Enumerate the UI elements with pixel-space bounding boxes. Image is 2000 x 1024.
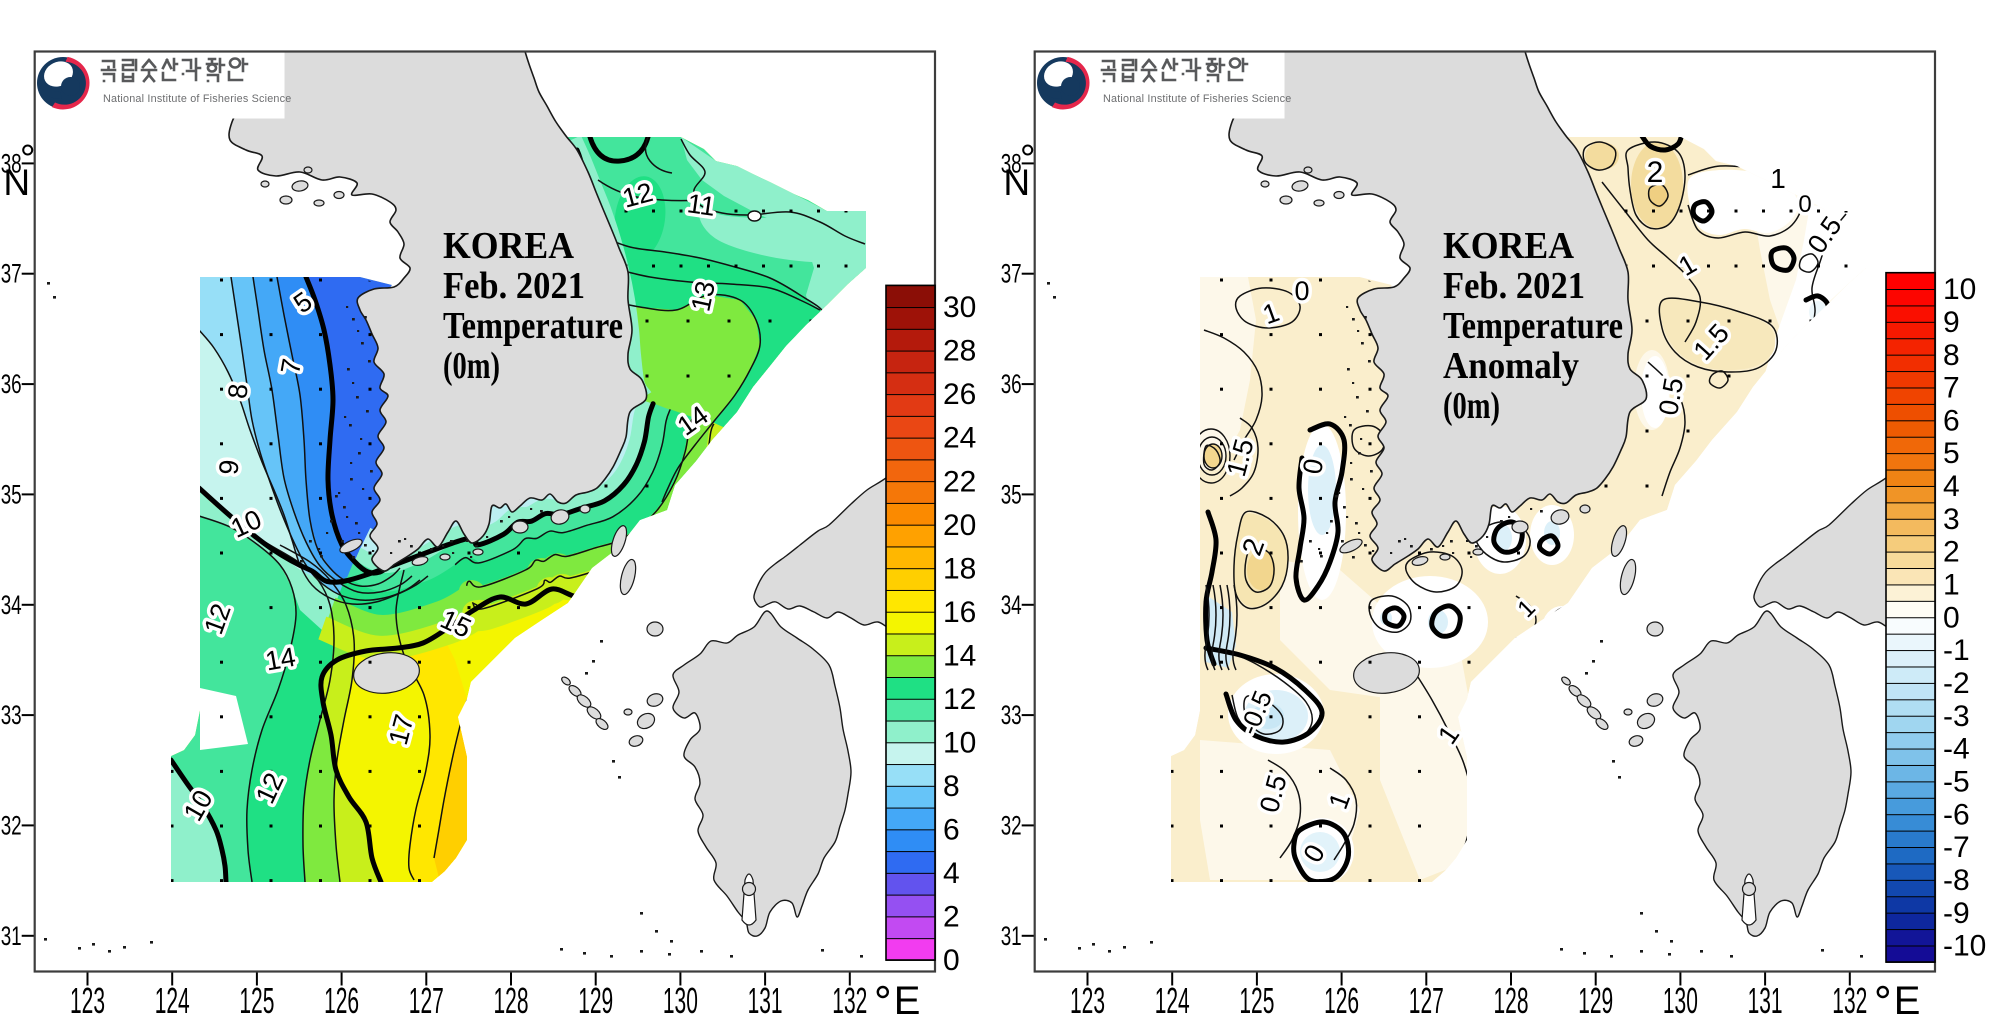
svg-text:4: 4 — [1943, 470, 1960, 503]
svg-text:Anomaly: Anomaly — [1443, 345, 1579, 387]
svg-text:-8: -8 — [1943, 864, 1970, 897]
svg-text:33: 33 — [1, 700, 22, 730]
svg-text:7: 7 — [1943, 372, 1960, 405]
svg-text:32: 32 — [1, 810, 22, 840]
svg-text:124: 124 — [155, 980, 190, 1021]
svg-text:130: 130 — [1663, 980, 1698, 1021]
svg-text:125: 125 — [1239, 980, 1274, 1021]
svg-text:KOREA: KOREA — [1443, 225, 1575, 267]
svg-text:131: 131 — [1748, 980, 1783, 1021]
svg-text:35: 35 — [1001, 479, 1022, 509]
svg-text:30: 30 — [943, 291, 976, 324]
svg-text:129: 129 — [1578, 980, 1613, 1021]
svg-text:National Institute of Fisherie: National Institute of Fisheries Science — [103, 93, 291, 105]
svg-text:31: 31 — [1001, 921, 1022, 951]
svg-text:28: 28 — [943, 335, 976, 368]
svg-text:11: 11 — [685, 188, 717, 222]
svg-text:129: 129 — [578, 980, 613, 1021]
svg-text:127: 127 — [1409, 980, 1444, 1021]
svg-text:36: 36 — [1001, 369, 1022, 399]
svg-text:Feb. 2021: Feb. 2021 — [1443, 265, 1585, 307]
svg-text:127: 127 — [409, 980, 444, 1021]
svg-text:128: 128 — [494, 980, 529, 1021]
svg-text:N: N — [3, 162, 30, 203]
svg-text:14: 14 — [263, 642, 298, 677]
svg-text:-2: -2 — [1943, 667, 1970, 700]
svg-text:2: 2 — [1647, 156, 1664, 189]
svg-text:16: 16 — [943, 596, 976, 629]
svg-text:123: 123 — [70, 980, 105, 1021]
svg-text:Feb. 2021: Feb. 2021 — [443, 265, 585, 307]
svg-text:(0m): (0m) — [1443, 385, 1500, 427]
svg-text:0.5: 0.5 — [1653, 375, 1689, 417]
svg-text:126: 126 — [1324, 980, 1359, 1021]
svg-text:10: 10 — [1943, 273, 1976, 306]
svg-text:131: 131 — [748, 980, 783, 1021]
svg-text:-3: -3 — [1943, 700, 1970, 733]
svg-text:8: 8 — [222, 382, 253, 400]
svg-text:132: 132 — [832, 980, 867, 1021]
svg-text:Temperature: Temperature — [1443, 305, 1623, 347]
svg-text:5: 5 — [1943, 437, 1960, 470]
svg-text:2: 2 — [1943, 536, 1960, 569]
svg-text:132: 132 — [1832, 980, 1867, 1021]
svg-text:10: 10 — [943, 726, 976, 759]
svg-text:37: 37 — [1, 259, 22, 289]
svg-text:8: 8 — [1943, 339, 1960, 372]
svg-text:128: 128 — [1494, 980, 1529, 1021]
svg-text:130: 130 — [663, 980, 698, 1021]
svg-text:22: 22 — [943, 465, 976, 498]
svg-text:2: 2 — [943, 901, 960, 934]
svg-text:123: 123 — [1070, 980, 1105, 1021]
svg-text:1: 1 — [1770, 163, 1786, 194]
svg-text:E: E — [1894, 979, 1921, 1023]
svg-text:12: 12 — [943, 683, 976, 716]
svg-text:20: 20 — [943, 509, 976, 542]
svg-text:(0m): (0m) — [443, 345, 500, 387]
svg-text:9: 9 — [1943, 306, 1960, 339]
svg-text:E: E — [894, 979, 921, 1023]
svg-text:-5: -5 — [1943, 766, 1970, 799]
svg-text:4: 4 — [943, 857, 960, 890]
svg-text:24: 24 — [943, 422, 976, 455]
svg-text:-7: -7 — [1943, 831, 1970, 864]
svg-text:National Institute of Fisherie: National Institute of Fisheries Science — [1103, 93, 1291, 105]
svg-text:9: 9 — [213, 458, 244, 476]
svg-text:-4: -4 — [1943, 733, 1970, 766]
svg-text:14: 14 — [943, 639, 976, 672]
svg-text:37: 37 — [1001, 259, 1022, 289]
svg-text:0: 0 — [1943, 601, 1960, 634]
svg-text:3: 3 — [1943, 503, 1960, 536]
svg-text:35: 35 — [1, 479, 22, 509]
svg-text:0: 0 — [1294, 276, 1309, 306]
svg-text:-1: -1 — [1943, 634, 1970, 667]
svg-text:33: 33 — [1001, 700, 1022, 730]
svg-text:8: 8 — [943, 770, 960, 803]
svg-text:-9: -9 — [1943, 897, 1970, 930]
svg-text:26: 26 — [943, 378, 976, 411]
svg-text:32: 32 — [1001, 810, 1022, 840]
svg-text:34: 34 — [1, 590, 22, 620]
svg-text:126: 126 — [324, 980, 359, 1021]
svg-text:Temperature: Temperature — [443, 305, 623, 347]
svg-text:38: 38 — [1, 148, 22, 178]
svg-text:6: 6 — [943, 813, 960, 846]
svg-text:124: 124 — [1155, 980, 1190, 1021]
svg-text:31: 31 — [1, 921, 22, 951]
svg-text:KOREA: KOREA — [443, 225, 575, 267]
svg-text:125: 125 — [239, 980, 274, 1021]
svg-text:18: 18 — [943, 552, 976, 585]
svg-text:0: 0 — [1798, 191, 1811, 218]
svg-text:0: 0 — [943, 944, 960, 977]
svg-text:1: 1 — [1943, 569, 1960, 602]
svg-text:13: 13 — [685, 278, 721, 314]
svg-text:-10: -10 — [1943, 930, 1986, 963]
svg-text:-6: -6 — [1943, 798, 1970, 831]
svg-text:6: 6 — [1943, 404, 1960, 437]
svg-text:38: 38 — [1001, 148, 1022, 178]
svg-text:N: N — [1003, 162, 1030, 203]
svg-text:36: 36 — [1, 369, 22, 399]
svg-text:34: 34 — [1001, 590, 1022, 620]
